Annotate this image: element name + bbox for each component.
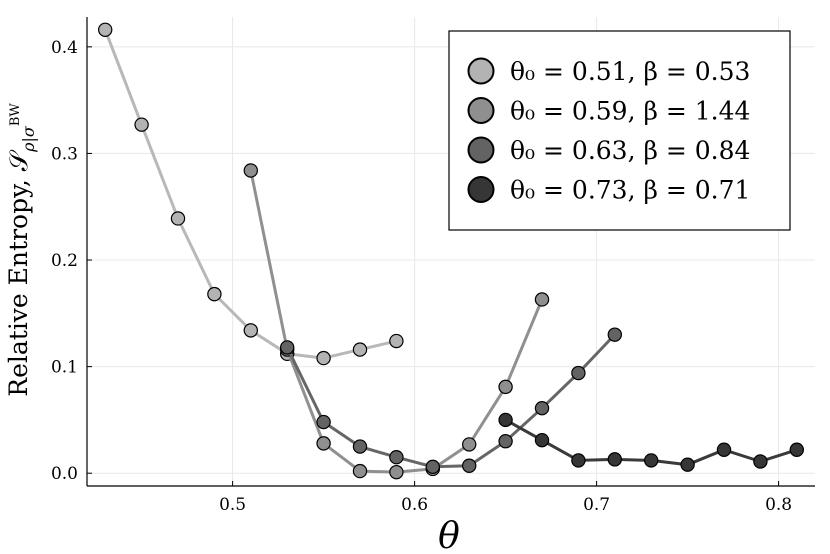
y-tick-label-1: 0.1: [51, 358, 78, 378]
series-3-point-1: [534, 432, 550, 448]
series-1-point-4: [389, 464, 404, 480]
axes: [86, 17, 815, 487]
x-tick-label-3: 0.8: [765, 495, 792, 515]
legend-entry-1: θ₀ = 0.59, β = 1.44: [510, 97, 750, 126]
series-0: [97, 22, 404, 366]
x-tick-labels: 0.5 0.6 0.7 0.8: [219, 495, 792, 515]
series-2: [280, 327, 623, 475]
legend: θ₀ = 0.51, β = 0.53 θ₀ = 0.59, β = 1.44 θ₀…: [448, 30, 791, 231]
series-1-point-0: [243, 163, 258, 178]
series-0-point-6: [316, 350, 331, 366]
x-tick-label-0: 0.5: [219, 495, 246, 515]
series-1-point-7: [498, 379, 513, 395]
series-2-point-1: [316, 414, 331, 430]
y-tick-label-3: 0.3: [51, 144, 78, 164]
series-3: [498, 412, 805, 472]
series-3-point-7: [753, 454, 768, 469]
y-axis-label-superscript: BW: [8, 103, 23, 127]
series-2-point-2: [352, 439, 368, 454]
y-axis-label-subscript: ρ|σ: [19, 125, 38, 153]
series-0-point-7: [352, 342, 368, 357]
x-tick-label-1: 0.6: [401, 495, 428, 515]
series-0-point-2: [170, 211, 186, 226]
legend-entry-2: θ₀ = 0.63, β = 0.84: [510, 136, 750, 165]
y-tick-labels: 0.0 0.1 0.2 0.3 0.4: [51, 38, 78, 484]
legend-box: [448, 30, 791, 231]
series-2-point-5: [462, 458, 477, 473]
legend-entry-0: θ₀ = 0.51, β = 0.53: [510, 57, 750, 86]
series-3-point-4: [644, 453, 659, 468]
series-3-point-8: [789, 442, 805, 457]
series-1-point-3: [352, 463, 368, 479]
series-1-point-6: [462, 437, 477, 452]
series-0-point-4: [243, 323, 258, 338]
legend-marker-3: [467, 176, 495, 203]
y-tick-label-2: 0.2: [51, 251, 78, 271]
x-axis-label: θ: [438, 516, 460, 554]
series-3-point-2: [571, 453, 586, 468]
series-1-point-8: [534, 292, 550, 307]
series-line-2: [285, 333, 616, 469]
series-0-point-1: [134, 117, 149, 132]
series-3-point-6: [716, 442, 732, 457]
y-axis-label-main: Relative Entropy, 𝒮: [4, 149, 33, 397]
series-2-point-4: [425, 459, 440, 475]
series-2-point-3: [389, 450, 404, 465]
legend-marker-1: [467, 97, 495, 124]
series-3-point-0: [498, 412, 513, 428]
series-line-0: [103, 29, 397, 360]
legend-marker-0: [467, 57, 495, 85]
series-2-point-0: [280, 340, 295, 355]
series-2-point-6: [498, 434, 513, 449]
series-0-point-8: [389, 333, 404, 349]
y-tick-label-0: 0.0: [51, 464, 78, 484]
series-2-point-8: [571, 365, 586, 381]
series-3-point-3: [607, 452, 623, 467]
x-tick-label-2: 0.7: [583, 495, 610, 515]
legend-marker-2: [467, 136, 495, 164]
series-2-point-9: [607, 327, 623, 342]
series-2-point-7: [534, 400, 550, 416]
series-layer: [97, 22, 805, 480]
series-0-point-3: [207, 286, 222, 302]
series-0-point-0: [97, 22, 113, 37]
y-tick-label-4: 0.4: [51, 38, 78, 58]
legend-entry-3: θ₀ = 0.73, β = 0.71: [510, 176, 750, 205]
series-1-point-2: [316, 436, 331, 451]
series-1: [243, 163, 550, 480]
series-3-point-5: [680, 457, 695, 472]
y-axis-label: Relative Entropy, 𝒮ρ|σBW: [4, 103, 38, 397]
